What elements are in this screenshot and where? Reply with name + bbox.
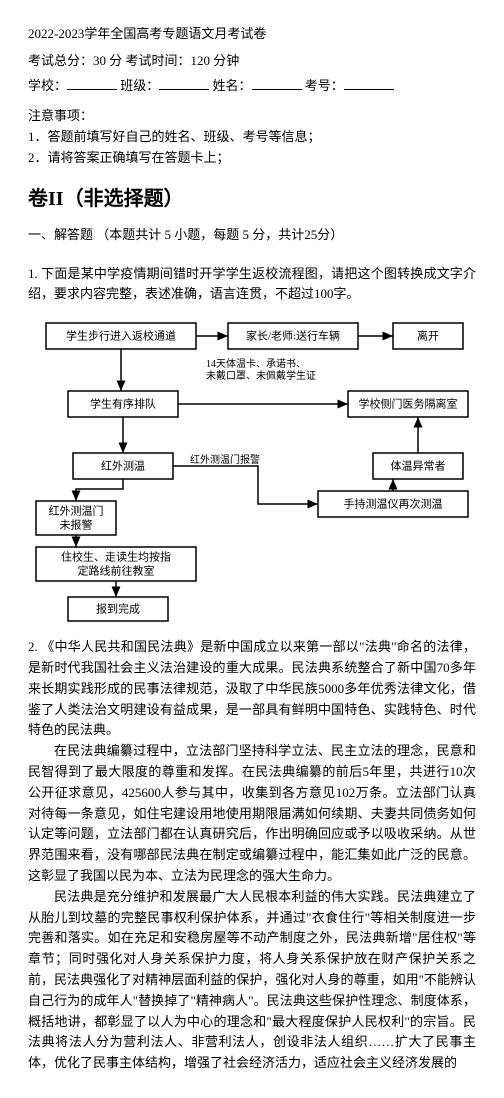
exam-meta: 考试总分：30 分 考试时间：120 分钟	[28, 51, 476, 72]
flow-node-label: 体温异常者	[391, 459, 446, 473]
svg-text:红外测温门: 红外测温门	[49, 504, 104, 518]
question-2-p1: 在民法典编纂过程中，立法部门坚持科学立法、民主立法的理念，民意和民智得到了最大限…	[28, 741, 476, 887]
section-sub: 一、解答题 （本题共计 5 小题，每题 5 分，共计25分）	[28, 225, 476, 246]
notice-heading: 注意事项：	[28, 106, 476, 127]
flow-node-label: 红外测温	[101, 460, 145, 473]
svg-text:定路线前往教室: 定路线前往教室	[78, 564, 155, 578]
flow-edge-label: 红外测温门报警	[190, 453, 260, 466]
school-label: 学校：	[28, 78, 67, 93]
svg-text:住校生、走读生均按指: 住校生、走读生均按指	[61, 550, 171, 564]
question-1: 1. 下面是某中学疫情期间错时开学学生返校流程图，请把这个图转换成文字介绍，要求…	[28, 264, 476, 306]
id-label: 考号：	[305, 78, 344, 93]
notice-line1: 1．答题前填写好自己的姓名、班级、考号等信息；	[28, 127, 476, 148]
svg-text:未报警: 未报警	[60, 518, 93, 532]
flow-node-label: 学生有序排队	[90, 397, 156, 411]
flow-node-label: 学校侧门医务隔离室	[359, 397, 458, 411]
class-label: 班级：	[120, 78, 159, 93]
name-label: 姓名：	[213, 78, 252, 93]
notice-block: 注意事项： 1．答题前填写好自己的姓名、班级、考号等信息； 2．请将答案正确填写…	[28, 106, 476, 168]
question-2-lead: 2. 《中华人民共和国民法典》是新中国成立以来第一部以"法典"命名的法律，是新时…	[28, 637, 476, 741]
notice-line2: 2．请将答案正确填写在答题卡上；	[28, 148, 476, 169]
id-blank	[344, 76, 394, 90]
school-blank	[67, 76, 117, 90]
flowchart: 学生步行进入返校通道 家长/老师:送行车辆 离开学生有序排队 学校侧门医务隔离室红外测…	[28, 313, 476, 623]
name-blank	[252, 76, 302, 90]
question-2-p2: 民法典是充分维护和发展最广大人民根本利益的伟大实践。民法典建立了从胎儿到坟墓的完…	[28, 887, 476, 1074]
flow-node-label: 家长/老师:送行车辆	[246, 329, 340, 343]
class-blank	[159, 76, 209, 90]
flow-node-label: 离开	[417, 329, 439, 343]
flow-node-label: 学生步行进入返校通道	[66, 329, 176, 343]
section-title: 卷II（非选择题）	[28, 183, 476, 215]
fill-line: 学校： 班级： 姓名： 考号：	[28, 76, 476, 97]
flow-node-label: 报到完成	[96, 602, 140, 616]
flow-edge-label: 未戴口罩、未佩戴学生证	[206, 369, 316, 382]
flow-edge-label: 14天体温卡、承诺书、	[206, 357, 306, 370]
exam-title: 2022-2023学年全国高考专题语文月考试卷	[28, 24, 476, 45]
flow-node-label: 手持测温仪再次测温	[344, 497, 443, 511]
